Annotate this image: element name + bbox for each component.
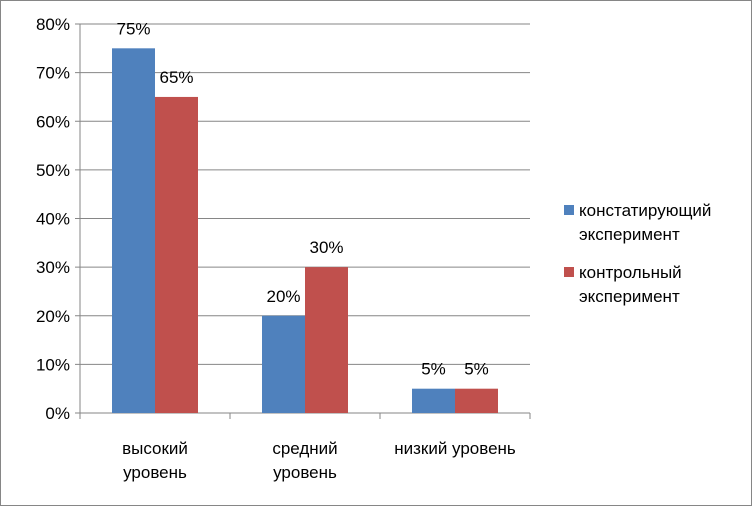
legend-swatch — [564, 267, 574, 277]
data-label: 20% — [266, 287, 300, 306]
y-tick-label: 70% — [36, 64, 70, 83]
bar — [155, 96, 198, 413]
x-tick-label: средний уровень — [272, 439, 337, 482]
bar — [262, 315, 305, 413]
bars — [112, 48, 498, 413]
bar — [412, 388, 455, 413]
x-tick-label: высокий уровень — [122, 439, 188, 482]
y-tick-label: 40% — [36, 210, 70, 229]
data-label: 5% — [421, 360, 446, 379]
y-tick-label: 0% — [45, 404, 70, 423]
data-label: 75% — [116, 19, 150, 38]
data-labels: 75% 20% 5% 65% 30% 5% — [116, 19, 488, 378]
legend-label: контрольный эксперимент — [579, 263, 682, 306]
data-label: 65% — [159, 68, 193, 87]
data-label: 5% — [464, 360, 489, 379]
y-tick-label: 30% — [36, 258, 70, 277]
x-tick-label: низкий уровень — [394, 439, 516, 458]
bar — [305, 267, 348, 413]
y-tick-label: 20% — [36, 307, 70, 326]
y-tick-label: 80% — [36, 15, 70, 34]
bar — [455, 388, 498, 413]
data-label: 30% — [309, 238, 343, 257]
y-tick-label: 60% — [36, 112, 70, 131]
legend-label: констатирующий эксперимент — [579, 201, 711, 244]
bar — [112, 48, 155, 413]
y-tick-label: 50% — [36, 161, 70, 180]
y-tick-label: 10% — [36, 355, 70, 374]
legend-swatch — [564, 205, 574, 215]
legend: констатирующий эксперимент контрольный эксп… — [564, 201, 711, 306]
